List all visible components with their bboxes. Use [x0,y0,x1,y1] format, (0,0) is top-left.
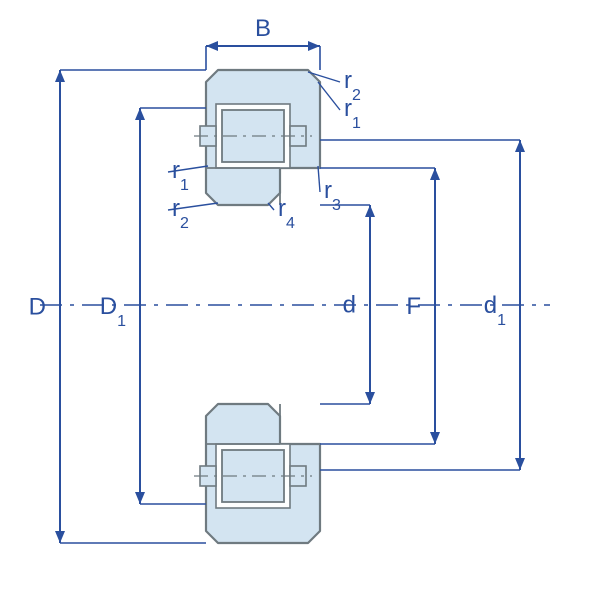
bearing-diagram: DD1dFd1Br2r1r1r2r3r4 [0,0,600,600]
svg-text:B: B [255,15,271,42]
svg-text:d: d [343,292,356,319]
svg-text:r4: r4 [278,195,295,232]
svg-text:r2: r2 [172,195,189,232]
svg-text:D: D [29,294,46,321]
svg-text:d1: d1 [484,292,506,329]
svg-text:r1: r1 [172,157,189,194]
svg-text:r3: r3 [324,177,341,214]
bearing-section [194,70,320,543]
svg-text:F: F [406,293,421,320]
svg-text:D1: D1 [100,293,126,330]
